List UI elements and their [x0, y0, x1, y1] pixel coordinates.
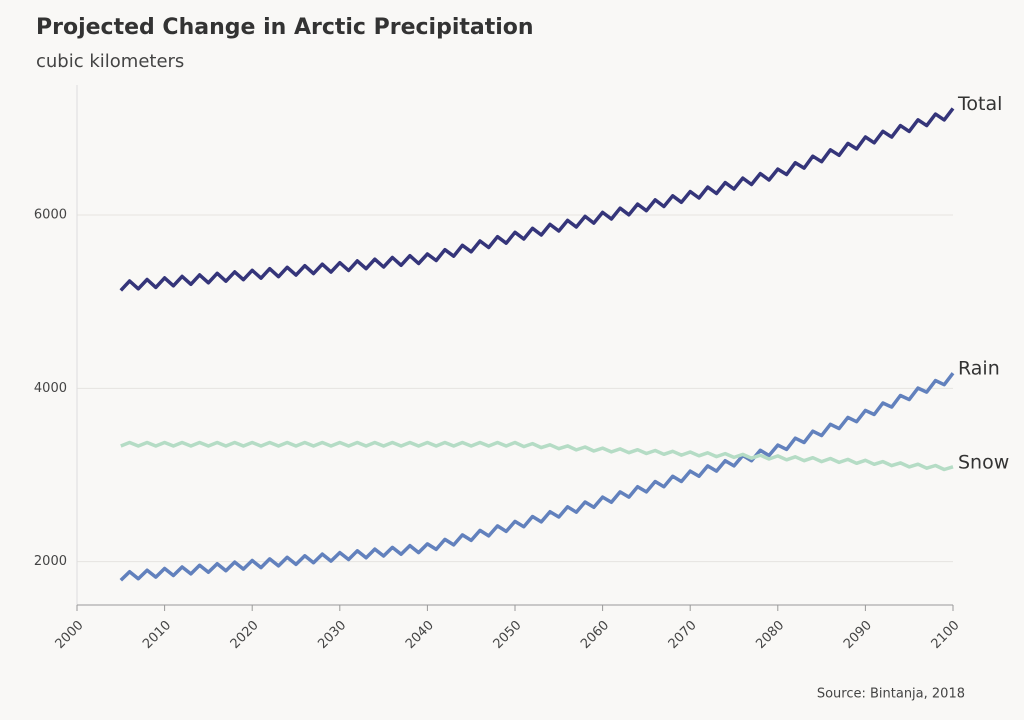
series-line — [119, 107, 955, 292]
series-label: Snow — [958, 451, 1009, 473]
y-tick-label: 2000 — [34, 554, 67, 569]
series-line — [120, 440, 954, 472]
series-label: Total — [957, 93, 1002, 115]
series-label: Rain — [958, 358, 1000, 380]
source: Source: Bintanja, 2018 — [817, 687, 965, 702]
y-tick-label: 6000 — [34, 208, 67, 223]
chart-subtitle: cubic kilometers — [36, 51, 184, 72]
y-tick-label: 4000 — [34, 381, 67, 396]
series-line — [119, 372, 955, 582]
chart-title: Projected Change in Arctic Precipitation — [36, 15, 534, 40]
